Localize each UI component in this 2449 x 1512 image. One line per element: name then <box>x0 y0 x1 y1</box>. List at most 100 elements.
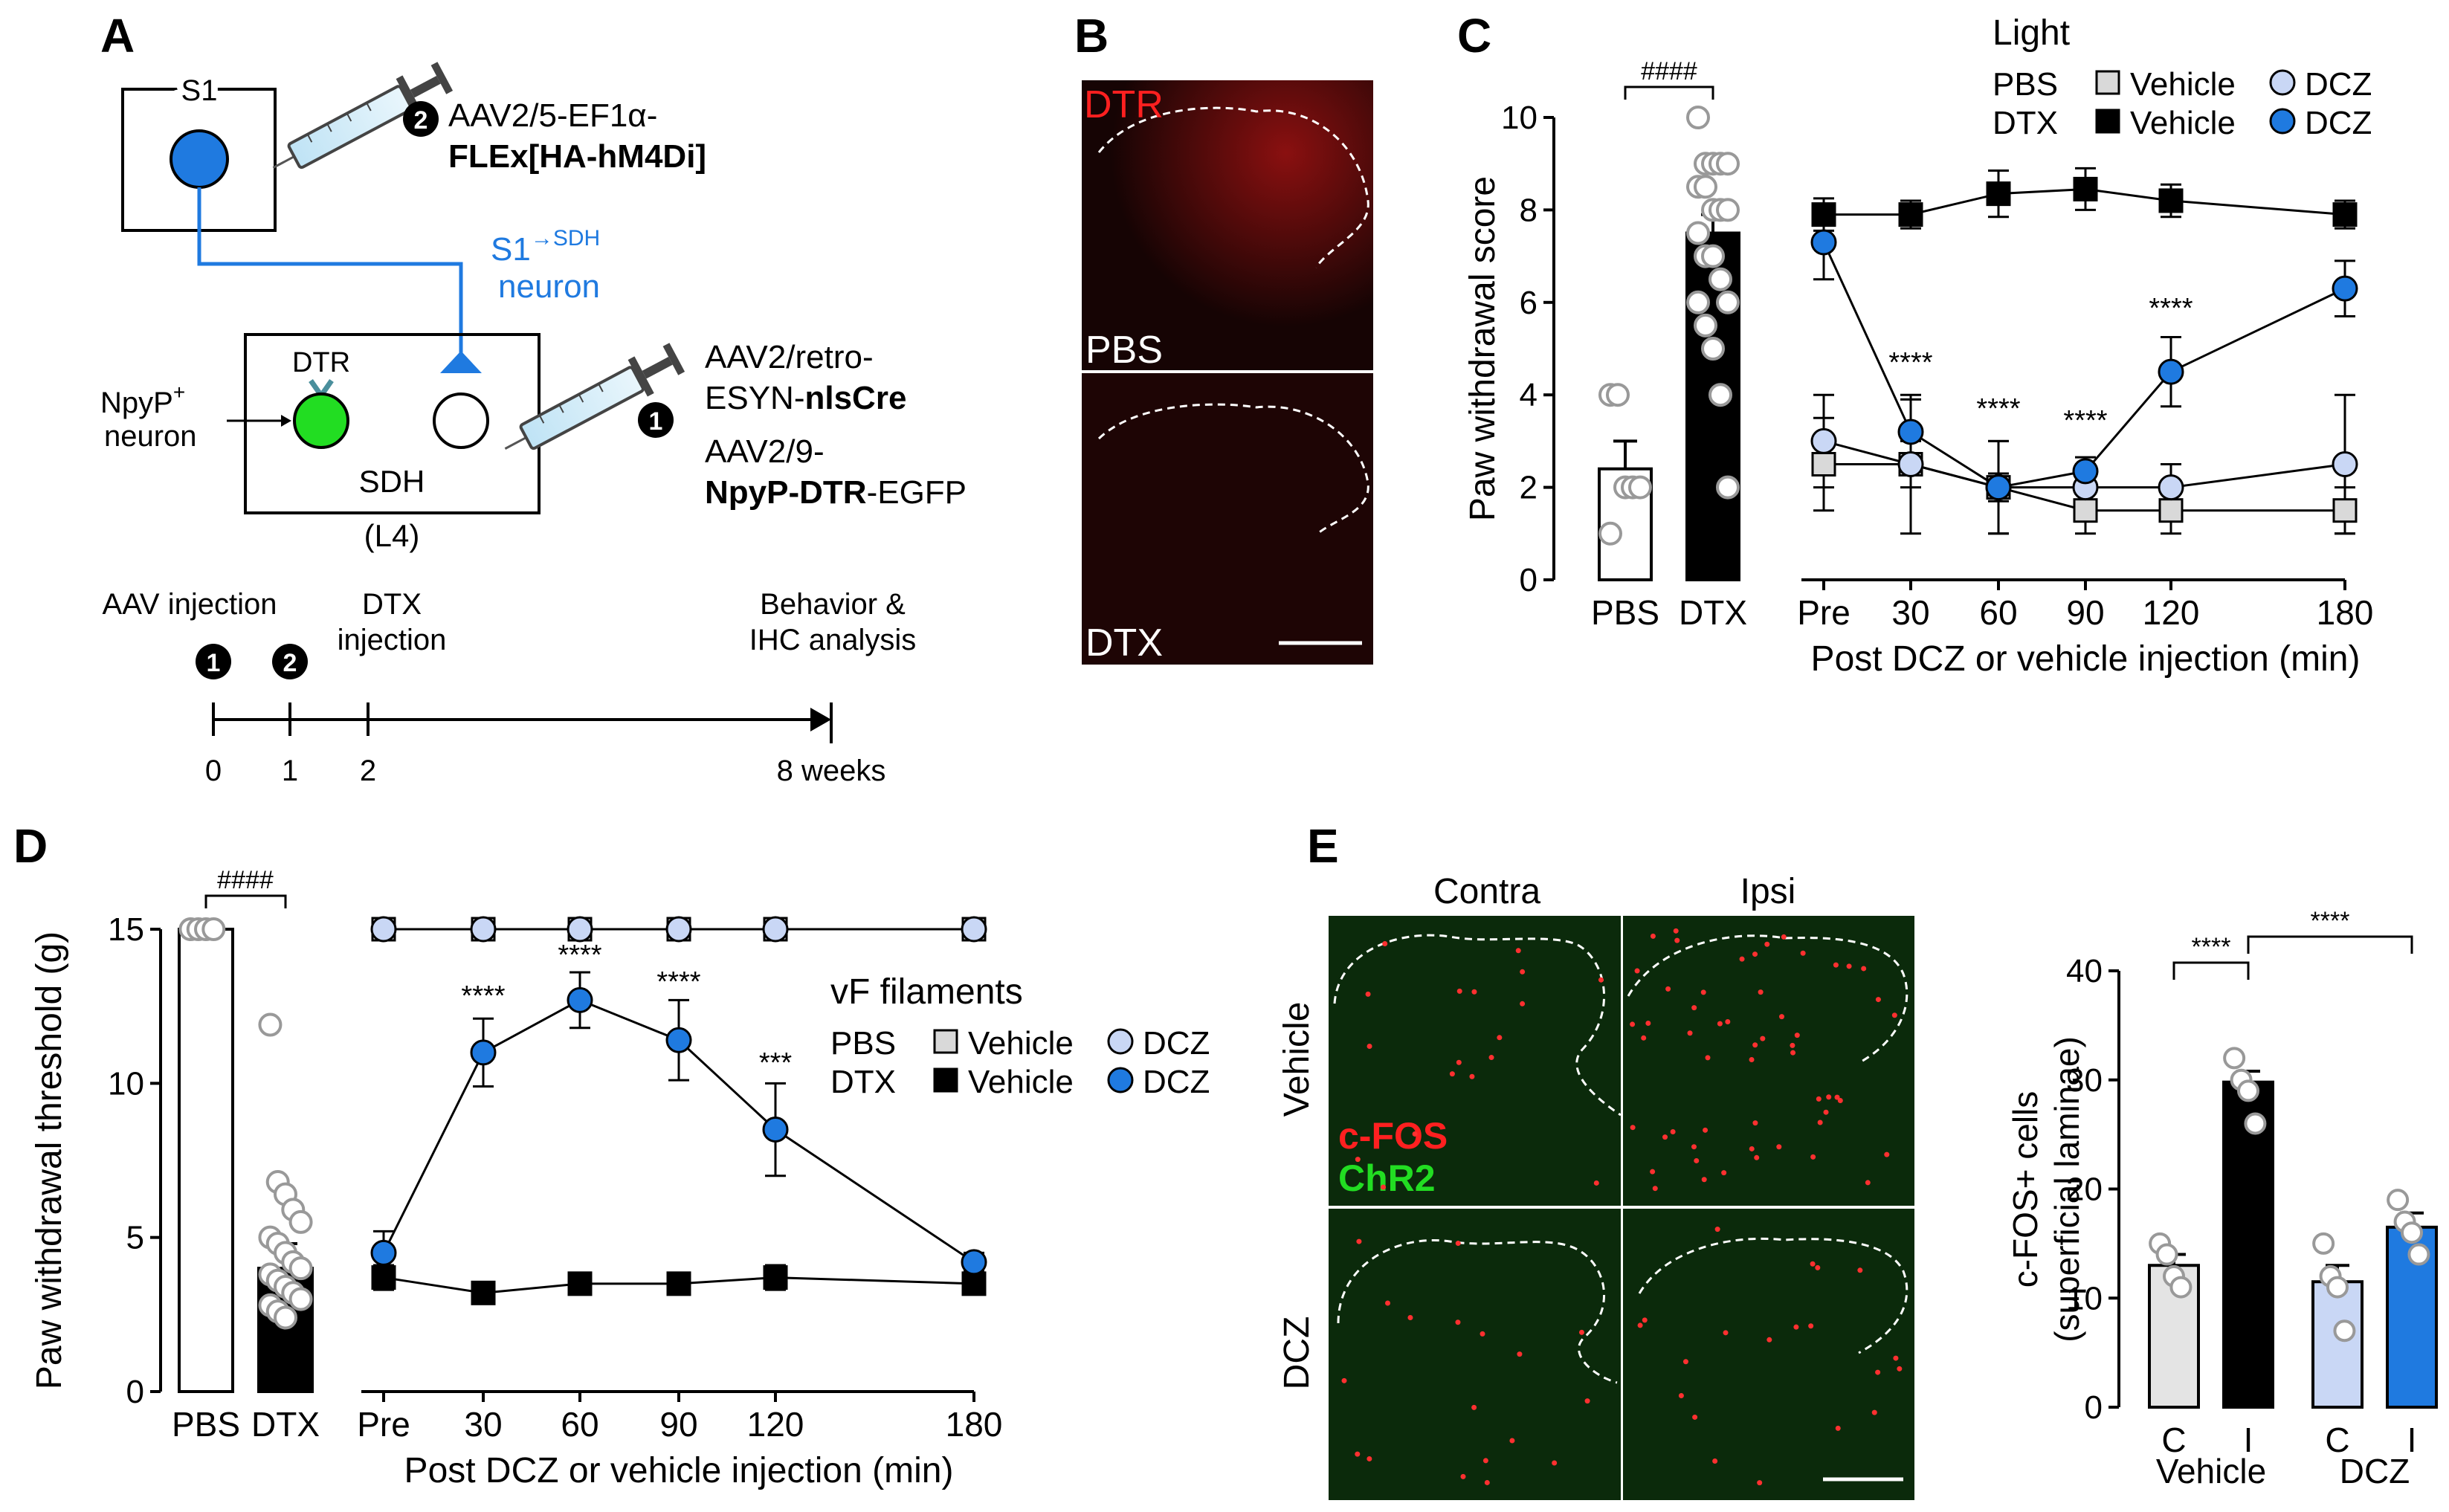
cfos-dot <box>1754 1154 1760 1160</box>
bar <box>2311 1280 2364 1409</box>
significance-mark: #### <box>217 866 274 894</box>
s1-target-neuron-icon <box>433 392 489 449</box>
cfos-dot <box>1678 1392 1684 1398</box>
cfos-dot <box>1846 963 1852 969</box>
cfos-dot <box>1739 956 1745 962</box>
cfos-dot <box>1488 1055 1494 1061</box>
y-tick-label: 4 <box>1520 377 1538 413</box>
series-line <box>1824 463 2345 512</box>
cfos-dot <box>1766 1337 1772 1343</box>
cfos-dot <box>1810 1154 1816 1160</box>
legend-marker-circle <box>1107 1067 1134 1093</box>
cfos-dot <box>1367 1043 1372 1049</box>
legend-row-label: PBS <box>1993 66 2058 103</box>
cfos-dot <box>1700 989 1706 995</box>
col-label-ipsi: Ipsi <box>1740 872 1796 911</box>
legend-row-label: PBS <box>830 1025 896 1062</box>
step-2-badge <box>403 101 439 137</box>
data-marker-circle <box>961 916 987 943</box>
cfos-dot <box>1497 1035 1503 1041</box>
data-point <box>2244 1112 2267 1135</box>
cfos-dot <box>1471 989 1477 995</box>
cfos-dot <box>1779 1014 1785 1020</box>
dorsal-horn-outline-pbs <box>1097 106 1369 268</box>
cfos-dot <box>1752 1042 1758 1048</box>
data-marker-circle <box>1897 419 1924 445</box>
cfos-dot <box>1469 1073 1475 1079</box>
timeline-step-1-badge <box>196 644 231 679</box>
npy-neuron-label: neuron <box>104 420 197 453</box>
cfos-dot <box>1865 1180 1871 1186</box>
cfos-dot <box>1670 1128 1676 1134</box>
cfos-dot <box>1893 1355 1899 1361</box>
y-tick-label: 2 <box>1520 470 1538 506</box>
data-marker-circle <box>470 1039 497 1066</box>
cfos-dot <box>1760 1036 1766 1041</box>
outline-vehicle-ipsi <box>1627 934 1908 1064</box>
timeline-tick-label-8: 8 weeks <box>777 755 886 787</box>
dtr-label: DTR <box>292 347 350 378</box>
cfos-dot <box>1692 1414 1698 1420</box>
cfos-dot <box>1815 1264 1821 1270</box>
y-tick-label: 8 <box>1520 192 1538 228</box>
data-marker-circle <box>2158 358 2184 385</box>
y-tick-label: 6 <box>1520 285 1538 321</box>
data-marker-circle <box>762 1117 789 1143</box>
cfos-dot <box>1871 1409 1877 1415</box>
cfos-dot <box>1673 928 1679 934</box>
x-tick-label: Pre <box>1797 593 1851 632</box>
cfos-dot <box>1837 1097 1843 1103</box>
npy-label: NpyP+ <box>100 381 185 419</box>
data-marker-square <box>1898 202 1923 227</box>
panel-label-d: D <box>13 819 48 873</box>
cfos-dot <box>1645 1020 1651 1026</box>
y-axis-label-line-2: (superficial laminae) <box>2048 1036 2086 1343</box>
cfos-dot <box>1385 1300 1391 1306</box>
data-point <box>2401 1221 2423 1244</box>
cfos-dot <box>1456 1059 1462 1065</box>
series-line <box>1822 242 2346 489</box>
cfos-dot <box>1717 1021 1723 1027</box>
cfos-dot <box>1517 1351 1523 1357</box>
x-category-label: DTX <box>1679 593 1747 632</box>
y-tick-label: 30 <box>2066 1062 2103 1099</box>
virus-2-line-1: AAV2/5-EF1α- <box>448 97 657 134</box>
data-marker-circle <box>1897 451 1924 477</box>
step-2-number: 2 <box>414 106 428 135</box>
syringe-icon-2 <box>504 343 685 450</box>
legend-marker-circle <box>1107 1028 1134 1055</box>
cfos-dot <box>1687 1030 1693 1036</box>
cfos-dot <box>1800 950 1806 956</box>
virus-1-line-3: AAV2/9- <box>705 433 825 470</box>
legend-marker-square <box>933 1067 958 1093</box>
data-point <box>1716 152 1740 176</box>
axon-terminal-icon <box>440 351 482 373</box>
cfos-dot <box>1382 941 1388 947</box>
data-point <box>1686 221 1710 245</box>
data-marker-square <box>371 1265 396 1290</box>
cfos-dot <box>1412 1131 1418 1137</box>
panel-label-e: E <box>1307 819 1339 873</box>
cfos-dot <box>1714 1227 1720 1232</box>
data-point <box>2407 1243 2430 1266</box>
timeline-behavior-label-1: Behavior & <box>760 588 906 621</box>
cfos-dot <box>1515 948 1521 954</box>
x-category-label: C <box>2325 1421 2349 1459</box>
cfos-dot <box>1674 937 1680 943</box>
cfos-dot <box>1826 1094 1832 1100</box>
cfos-dot <box>1460 1473 1466 1479</box>
cfos-dot <box>1455 1319 1461 1325</box>
cfos-dot <box>1482 1458 1488 1464</box>
micrograph-dcz-contra <box>1329 1209 1621 1500</box>
cfos-dot <box>1875 997 1881 1003</box>
panel-label-a: A <box>100 9 135 62</box>
cfos-dot <box>1365 991 1371 997</box>
virus-1-line-4: NpyP-DTR-EGFP <box>705 474 967 511</box>
legend-title: Light <box>1993 13 2070 53</box>
cfos-dot <box>1794 1033 1800 1038</box>
y-tick-label: 20 <box>2066 1172 2103 1208</box>
cfos-dot <box>1652 1186 1658 1192</box>
series-line <box>383 1276 975 1294</box>
data-point <box>2333 1319 2356 1343</box>
cfos-dot <box>1598 977 1604 983</box>
